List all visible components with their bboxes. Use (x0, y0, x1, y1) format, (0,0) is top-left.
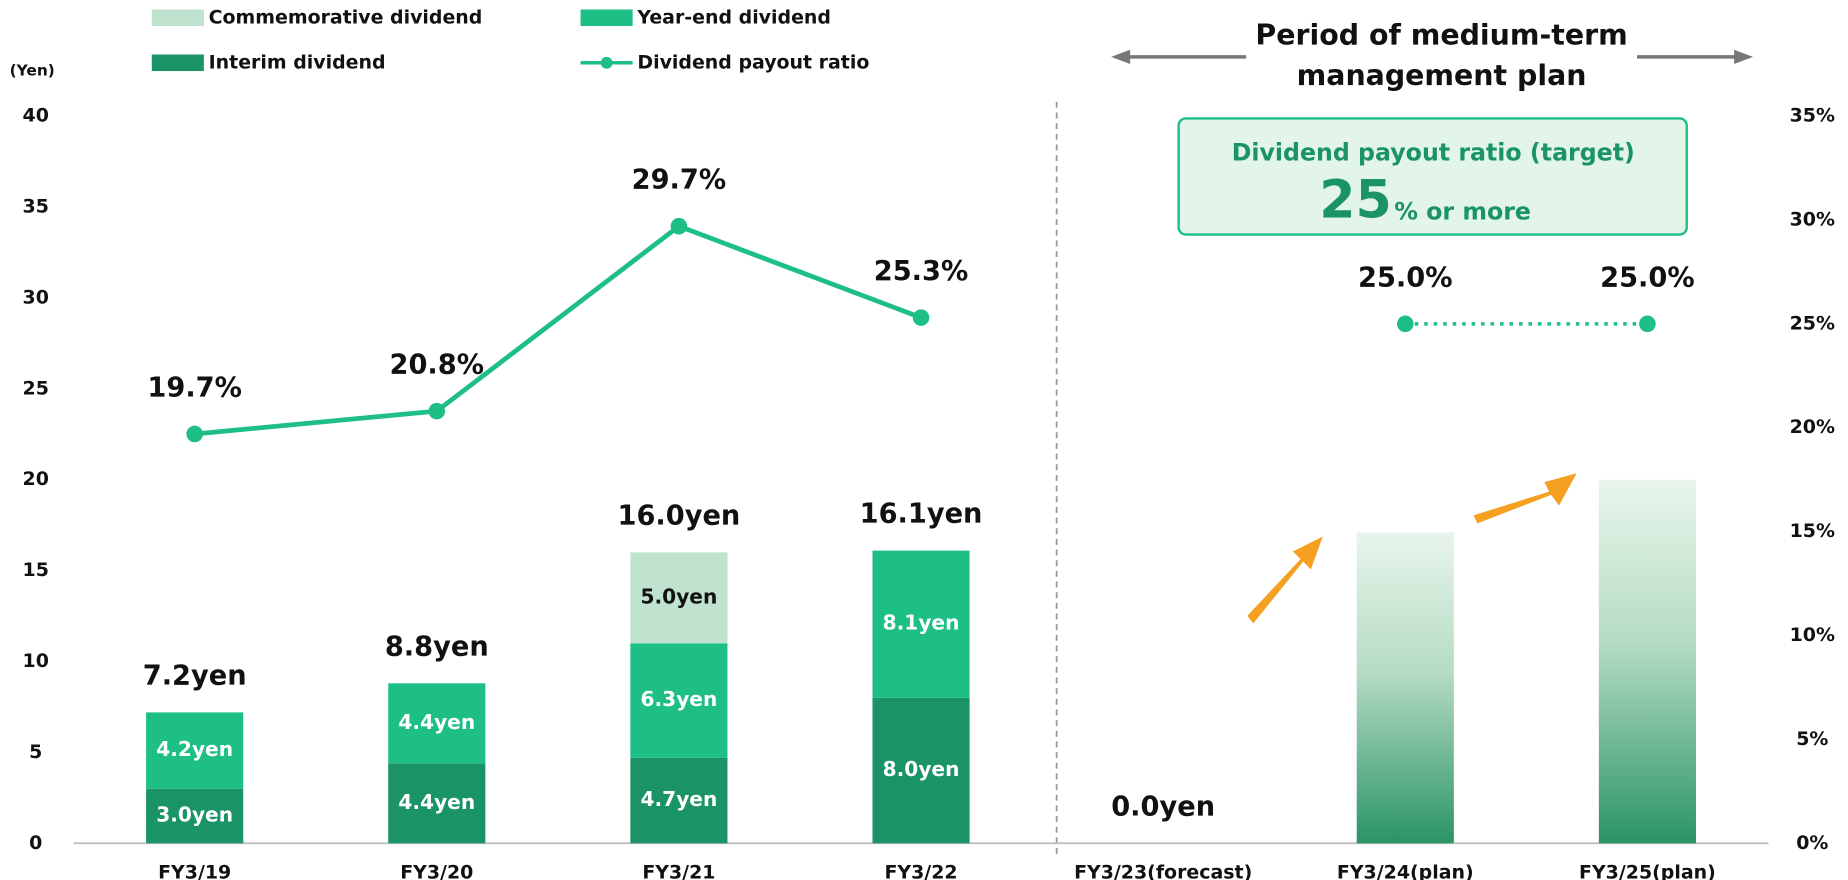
x-tick-label: FY3/25(plan) (1579, 861, 1716, 880)
total-label: 16.0yen (618, 500, 741, 531)
y-tick-label: 15 (23, 559, 49, 581)
y-tick-label: 0 (29, 832, 42, 854)
line-label: 25.0% (1358, 262, 1452, 293)
y2-tick-label: 15% (1790, 520, 1835, 542)
arrow-right-head (1734, 49, 1754, 64)
total-label: 8.8yen (385, 631, 489, 662)
bar-segment (630, 757, 728, 844)
target-suffix: % or more (1394, 198, 1531, 226)
y2-tick-label: 5% (1796, 728, 1828, 750)
y2-tick-label: 25% (1790, 312, 1835, 334)
x-tick-label: FY3/24(plan) (1337, 861, 1474, 880)
y-tick-label: 40 (23, 105, 49, 127)
y-tick-label: 35 (23, 195, 49, 217)
bar-segment (872, 697, 970, 844)
target-number: 25 (1319, 171, 1392, 231)
legend-label: Commemorative dividend (209, 6, 483, 28)
x-tick-label: FY3/23(forecast) (1074, 861, 1252, 880)
bar-segment (146, 712, 244, 789)
segment-label: 6.3yen (641, 687, 718, 711)
line-marker (428, 402, 446, 420)
bar-segment (1598, 479, 1696, 844)
y-tick-label: 30 (23, 286, 49, 308)
period-line-1: Period of medium-term (1255, 19, 1627, 52)
legend-swatch (151, 9, 204, 27)
legend-swatch (580, 9, 633, 27)
y2-tick-label: 10% (1790, 624, 1835, 646)
bar-segment (630, 552, 728, 644)
period-line-2: management plan (1297, 59, 1587, 92)
legend-marker (600, 56, 613, 69)
y-tick-label: 20 (23, 468, 49, 490)
arrow-left-head (1111, 49, 1131, 64)
target-title: Dividend payout ratio (target) (1232, 138, 1635, 166)
line-label: 20.8% (390, 350, 484, 381)
legend-swatch (151, 54, 204, 72)
y2-tick-label: 30% (1790, 208, 1835, 230)
bar-segment (1356, 532, 1454, 844)
y-tick-label: 5 (29, 741, 42, 763)
line-marker (1639, 315, 1656, 333)
y2-tick-label: 35% (1790, 105, 1835, 127)
bar-segment (872, 550, 970, 698)
line (194, 223, 922, 437)
line-label: 29.7% (632, 165, 726, 196)
target-box (1177, 117, 1688, 236)
y-tick-label: 25 (23, 377, 49, 399)
x-tick-label: FY3/20 (400, 861, 473, 880)
line-label: 25.3% (874, 256, 968, 287)
total-label: 0.0yen (1111, 791, 1215, 822)
y-tick-label: 10 (23, 650, 49, 672)
segment-label: 4.4yen (398, 790, 475, 814)
y-axis-label: (Yen) (10, 62, 55, 80)
total-label: 7.2yen (143, 660, 247, 691)
x-tick-label: FY3/19 (158, 861, 231, 880)
total-label: 16.1yen (860, 499, 983, 530)
bar-segment (630, 643, 728, 758)
legend-label: Year-end dividend (636, 6, 831, 28)
segment-label: 8.1yen (883, 611, 960, 635)
y2-tick-label: 20% (1790, 416, 1835, 438)
line-marker (1396, 315, 1414, 333)
legend-label: Interim dividend (209, 51, 386, 73)
bar-segment (388, 683, 486, 764)
segment-label: 3.0yen (156, 803, 233, 827)
line-marker (186, 425, 203, 443)
bar-segment (388, 763, 486, 844)
bar-segment (146, 788, 244, 844)
segment-label: 4.2yen (156, 737, 233, 761)
line-label: 19.7% (147, 372, 241, 403)
growth-arrow (1473, 473, 1577, 524)
x-tick-label: FY3/22 (884, 861, 957, 880)
y2-tick-label: 0% (1796, 832, 1828, 854)
segment-label: 4.7yen (641, 787, 718, 811)
line-marker (670, 217, 688, 235)
growth-arrow (1247, 536, 1323, 624)
legend-label: Dividend payout ratio (637, 51, 869, 73)
line-marker (912, 309, 930, 326)
line-label: 25.0% (1600, 262, 1694, 293)
segment-label: 4.4yen (398, 710, 475, 734)
segment-label: 5.0yen (641, 584, 718, 608)
segment-label: 8.0yen (883, 757, 960, 781)
x-tick-label: FY3/21 (642, 861, 715, 880)
